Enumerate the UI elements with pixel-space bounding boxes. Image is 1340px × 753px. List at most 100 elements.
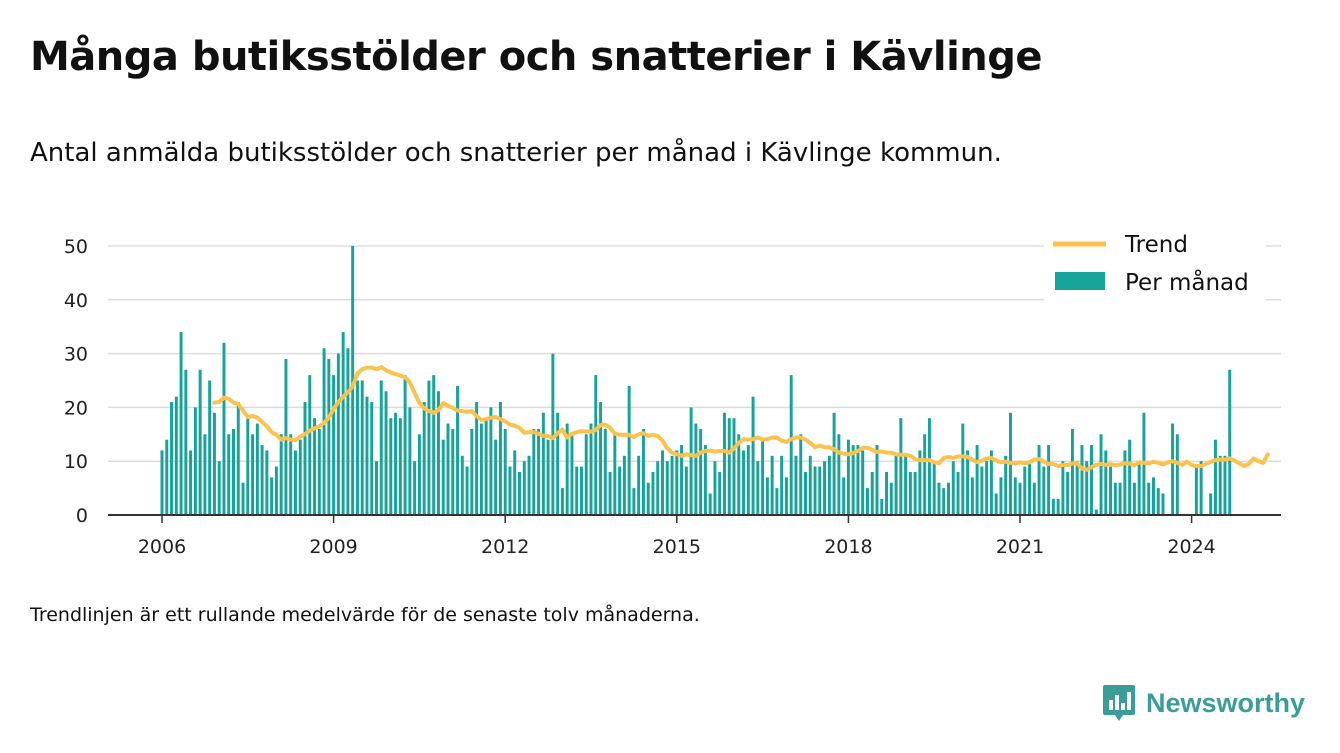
bar [694, 423, 698, 515]
bar [1037, 445, 1041, 515]
bar [313, 418, 317, 515]
bar [784, 477, 788, 515]
bar [1023, 466, 1027, 515]
trend-line [212, 365, 1270, 472]
bar [989, 450, 993, 515]
brand-name: Newsworthy [1146, 687, 1306, 718]
bar [441, 439, 445, 515]
bar [432, 375, 436, 515]
bar [861, 450, 865, 515]
bar [708, 493, 712, 515]
bar [1080, 445, 1084, 515]
bar [322, 348, 326, 515]
bar [179, 332, 183, 515]
bar [1061, 461, 1065, 515]
bar [1223, 455, 1227, 515]
bar [575, 466, 579, 515]
y-tick-label: 40 [64, 290, 88, 312]
bar [1151, 477, 1155, 515]
x-tick-label: 2012 [481, 536, 529, 558]
bar [918, 450, 922, 515]
bar [746, 445, 750, 515]
bar [465, 466, 469, 515]
bar [894, 455, 898, 515]
bar [608, 471, 612, 515]
bar [942, 488, 946, 515]
bar [417, 434, 421, 515]
y-tick-label: 0 [76, 505, 88, 527]
bar [742, 450, 746, 515]
bar [799, 434, 803, 515]
bar [851, 445, 855, 515]
bar [775, 488, 779, 515]
bar [713, 461, 717, 515]
bar [336, 353, 340, 515]
bar [413, 461, 417, 515]
bar [980, 466, 984, 515]
bar [975, 445, 979, 515]
bar [498, 402, 502, 515]
bar [956, 471, 960, 515]
bar [346, 348, 350, 515]
chart-subtitle: Antal anmälda butiksstölder och snatteri… [30, 138, 1002, 168]
legend-bar-label: Per månad [1125, 268, 1249, 296]
bar [489, 407, 493, 515]
bar [427, 380, 431, 515]
newsworthy-logo-icon [1103, 685, 1135, 721]
bar [703, 445, 707, 515]
bar [622, 455, 626, 515]
bar [484, 418, 488, 515]
legend: Trend Per månad [1044, 226, 1266, 302]
bar [961, 423, 965, 515]
bar [1137, 461, 1141, 515]
bar [189, 450, 193, 515]
bar [560, 488, 564, 515]
bar [827, 455, 831, 515]
bar [661, 450, 664, 515]
bar [1099, 434, 1103, 515]
bar [570, 434, 574, 515]
bar [870, 471, 874, 515]
bar [174, 396, 178, 515]
bar [365, 396, 369, 515]
bar [823, 461, 827, 515]
bar [518, 471, 521, 515]
bar [1209, 493, 1213, 515]
bar [722, 412, 726, 515]
bar [170, 402, 174, 515]
bar [970, 477, 974, 515]
bar [1161, 493, 1165, 515]
bar [289, 434, 293, 515]
bar [842, 477, 846, 515]
bar-series [160, 246, 1232, 515]
bar [899, 418, 903, 515]
bar [732, 418, 736, 515]
bar [227, 434, 231, 515]
bar [951, 461, 955, 515]
bar [160, 450, 164, 515]
bar [394, 412, 398, 515]
y-tick-label: 20 [64, 397, 88, 419]
bar [770, 455, 774, 515]
bar [317, 428, 321, 515]
bar [379, 380, 383, 515]
bar [532, 428, 536, 515]
legend-bar-swatch [1055, 272, 1105, 290]
y-axis-ticks: 0 10 20 30 40 50 [64, 236, 88, 527]
bar [1018, 482, 1022, 515]
bar [1218, 455, 1222, 515]
bar [241, 482, 245, 515]
bar [384, 391, 388, 515]
bar [665, 461, 669, 515]
bar [947, 482, 950, 515]
bar [279, 434, 283, 515]
x-tick-label: 2024 [1167, 536, 1215, 558]
bar [689, 407, 693, 515]
brand-logo: Newsworthy [1102, 683, 1305, 723]
bar [599, 402, 603, 515]
bar [1051, 498, 1055, 515]
bar [479, 423, 483, 515]
bar [808, 455, 812, 515]
bar [303, 402, 307, 515]
bar [1013, 477, 1017, 515]
